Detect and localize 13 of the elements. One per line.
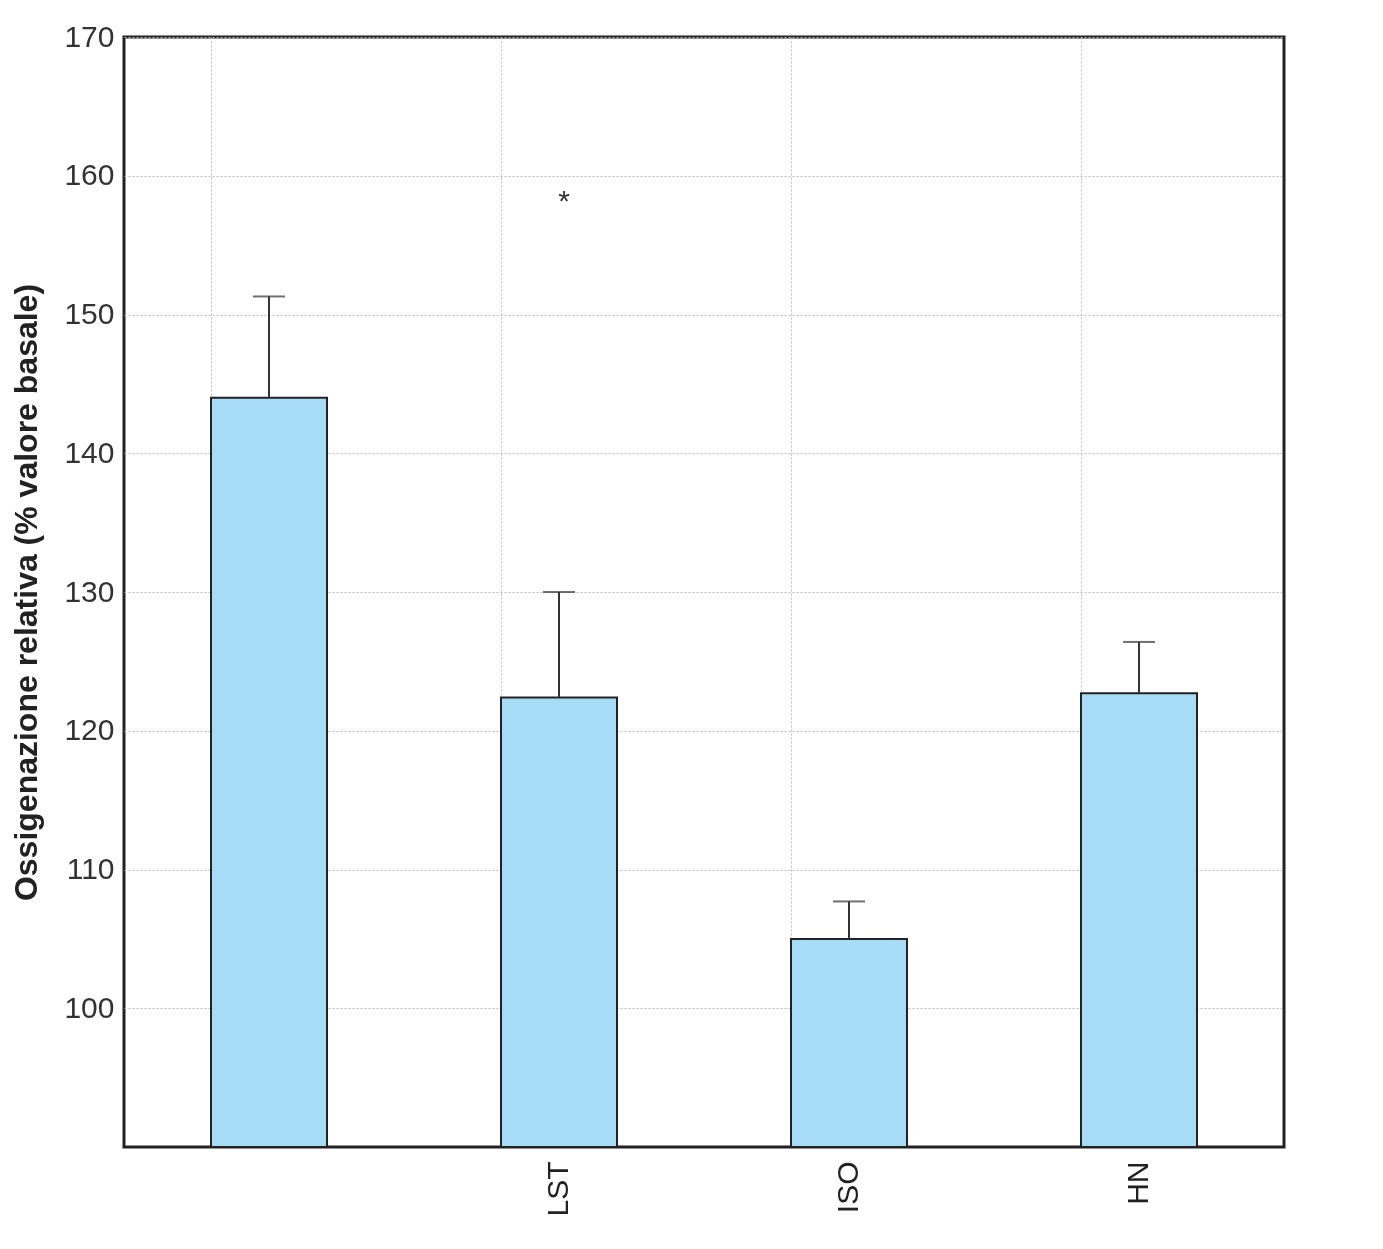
x-tick-label: ISO — [831, 1161, 864, 1214]
y-axis-title: Ossigenazione relativa (% valore basale) — [8, 283, 45, 902]
annotation: * — [558, 184, 571, 217]
y-tick-label: 100 — [64, 990, 115, 1024]
y-tick-label: 110 — [66, 852, 115, 885]
y-tick-label: 160 — [64, 158, 115, 192]
y-tick-label: 120 — [64, 713, 115, 747]
x-tick-label: LST — [541, 1161, 574, 1217]
x-tick-label: HN — [1121, 1161, 1154, 1205]
y-tick-label: 170 — [64, 19, 115, 53]
y-tick-label: 140 — [64, 435, 115, 469]
y-tick-label: 150 — [64, 297, 115, 330]
y-tick-label: 130 — [64, 574, 115, 608]
